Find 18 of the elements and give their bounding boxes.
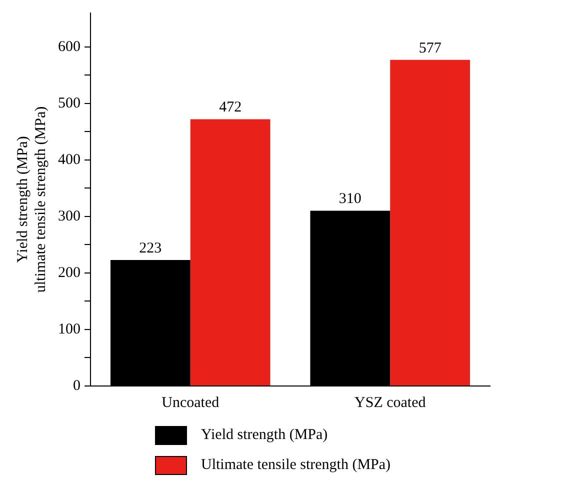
- bar: [190, 119, 270, 386]
- y-tick-label: 300: [58, 208, 80, 224]
- y-tick-label: 200: [58, 264, 80, 281]
- data-label: 472: [219, 100, 242, 116]
- data-label: 310: [338, 191, 362, 208]
- y-tick-label: 600: [58, 38, 80, 55]
- legend-label: Yield strength (MPa): [201, 426, 328, 444]
- x-tick-label: Uncoated: [162, 394, 220, 411]
- data-label: 223: [139, 240, 162, 256]
- y-axis-title: Yield strength (MPa) ultimate tensile strength (MPa): [14, 106, 49, 293]
- y-tick-label: 500: [58, 95, 80, 112]
- data-label: 577: [418, 40, 442, 56]
- y-tick-label: 0: [73, 378, 80, 394]
- y-tick-label: 100: [58, 321, 80, 338]
- x-tick-label: YSZ coated: [354, 394, 426, 411]
- y-tick-label: 400: [58, 152, 80, 168]
- bar: [390, 60, 470, 386]
- legend-label: Ultimate tensile strength (MPa): [201, 456, 391, 474]
